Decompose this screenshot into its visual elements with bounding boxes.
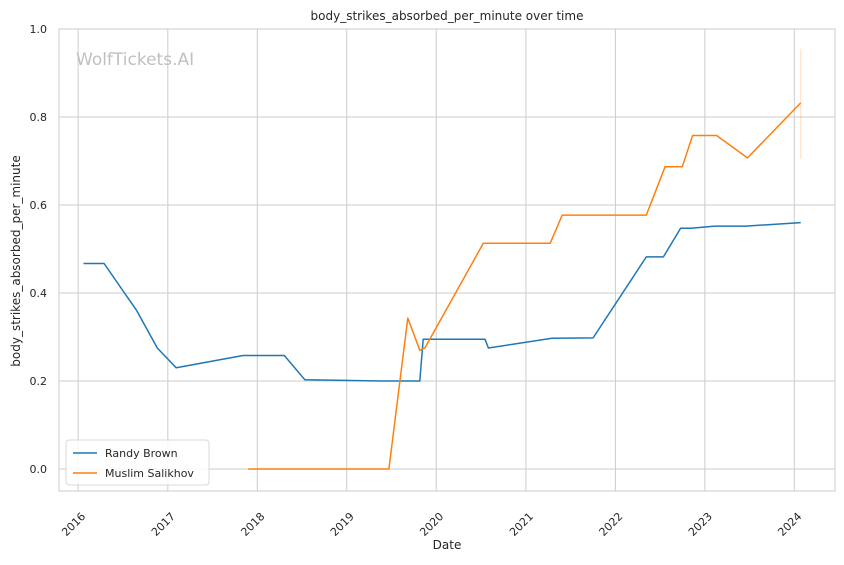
watermark-text: WolfTickets.AI xyxy=(76,50,194,70)
legend-box xyxy=(65,439,210,486)
y-tick-label: 0.8 xyxy=(30,111,48,124)
x-axis-title: Date xyxy=(433,538,462,552)
x-tick-label: 2021 xyxy=(507,510,536,539)
y-tick-label: 0.2 xyxy=(30,375,48,388)
chart-title: body_strikes_absorbed_per_minute over ti… xyxy=(311,9,584,23)
series-lines xyxy=(83,48,802,470)
series-line-randy-brown xyxy=(83,221,801,382)
x-tick-label: 2022 xyxy=(597,510,626,539)
plot-frame xyxy=(58,28,836,492)
x-tick-label: 2017 xyxy=(149,510,178,539)
y-tick-label: 0.6 xyxy=(30,199,48,212)
x-tick-label: 2019 xyxy=(328,510,357,539)
x-tick-label: 2016 xyxy=(59,510,88,539)
y-tick-label: 0.0 xyxy=(30,463,48,476)
x-tick-label: 2020 xyxy=(417,510,446,539)
y-axis-title: body_strikes_absorbed_per_minute xyxy=(9,155,23,366)
grid xyxy=(59,28,835,491)
plot-border xyxy=(58,28,836,492)
x-tick-label: 2023 xyxy=(686,510,715,539)
x-tick-label: 2018 xyxy=(238,510,267,539)
series-line-muslim-salikhov xyxy=(248,102,802,470)
legend-label: Muslim Salikhov xyxy=(105,467,194,480)
y-tick-label: 1.0 xyxy=(30,23,48,36)
y-tick-label: 0.4 xyxy=(30,287,48,300)
legend: Randy Brown Muslim Salikhov xyxy=(65,439,210,486)
legend-label: Randy Brown xyxy=(105,447,178,460)
x-tick-label: 2024 xyxy=(775,510,804,539)
